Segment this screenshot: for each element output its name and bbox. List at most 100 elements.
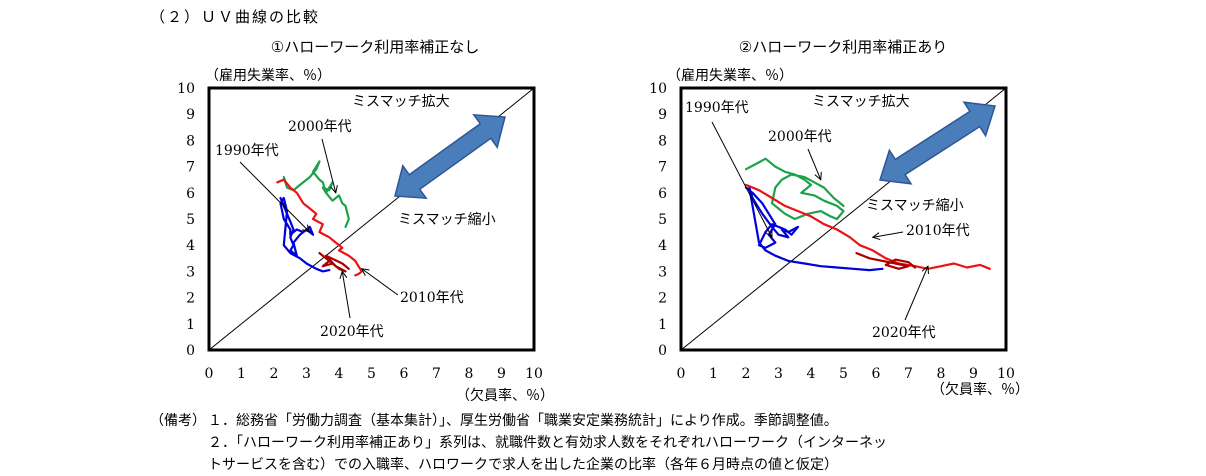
y-tick-label: 9: [186, 107, 195, 123]
plot-frame: [679, 86, 1008, 352]
y-tick-label: 6: [186, 186, 195, 202]
y-axis-label: （雇用失業率、％）: [205, 67, 331, 84]
series-line-2010s: [744, 183, 991, 270]
y-tick-label: 1: [186, 317, 195, 333]
y-tick-label: 0: [658, 343, 667, 359]
x-tick-label: 8: [465, 366, 474, 382]
leader-line-2020s: [904, 265, 929, 321]
y-tick-label: 4: [658, 238, 667, 254]
decade-label-2010s: 2010年代: [400, 290, 464, 306]
note-item-3: トサービスを含む）での入職率、ハロワークで求人を出した企業の比率（各年６月時点の…: [208, 457, 838, 473]
chart-title: ①ハローワーク利用率補正なし: [271, 38, 479, 56]
leader-line-1990s: [239, 161, 311, 233]
x-axis-label: （欠員率、％）: [456, 387, 554, 404]
y-tick-label: 8: [186, 133, 195, 149]
y-tick-label: 7: [186, 160, 195, 176]
page: （２）ＵＶ曲線の比較 ①ハローワーク利用率補正なし （雇用失業率、％） （欠員率、％…: [150, 8, 1029, 473]
x-tick-label: 4: [335, 366, 344, 382]
leader-line-2010s: [361, 268, 399, 296]
label-mismatch-widen: ミスマッチ拡大: [352, 94, 450, 110]
leader-arrowhead-2000s: [330, 185, 338, 194]
x-tick-label: 0: [205, 366, 214, 382]
y-tick-label: 3: [658, 264, 667, 280]
x-tick-label: 9: [497, 366, 506, 382]
series-line-2020s: [855, 252, 917, 270]
y-tick-label: 2: [186, 291, 195, 307]
series-line-1990s: [279, 196, 331, 273]
decade-label-1990s: 1990年代: [685, 100, 749, 116]
decade-label-1990s: 1990年代: [215, 143, 279, 159]
leader-arrowhead-2010s: [360, 268, 370, 276]
x-tick-label: 2: [270, 366, 279, 382]
x-tick-label: 5: [367, 366, 376, 382]
y-tick-label: 5: [186, 212, 195, 228]
x-tick-label: 4: [807, 366, 816, 382]
decade-label-2010s: 2010年代: [906, 223, 970, 239]
label-mismatch-shrink: ミスマッチ縮小: [398, 212, 496, 228]
x-tick-label: 0: [677, 366, 686, 382]
mismatch-arrow: [879, 101, 996, 185]
leader-arrowhead-2010s: [871, 232, 881, 241]
chart-title: ②ハローワーク利用率補正あり: [739, 38, 947, 56]
x-tick-label: 6: [400, 366, 409, 382]
leader-line-2020s: [341, 271, 351, 319]
charts-canvas: ①ハローワーク利用率補正なし （雇用失業率、％） （欠員率、％） 0 1 2 3 4 5 6 7 8 9…: [177, 38, 1029, 404]
leader-line-2000s: [807, 148, 822, 180]
note-line-1: （備考） １．総務省「労働力調査（基本集計）」、厚生労働省「職業安定業務統計」によ…: [150, 410, 1190, 432]
note-item-1: １．総務省「労働力調査（基本集計）」、厚生労働省「職業安定業務統計」により作成。…: [208, 413, 838, 429]
uv-chart-2: ②ハローワーク利用率補正あり （雇用失業率、％） （欠員率、％） 0 1 2 3 4 5 6 7 8 9…: [649, 38, 1029, 398]
label-mismatch-shrink: ミスマッチ縮小: [866, 198, 964, 214]
y-tick-label: 0: [186, 343, 195, 359]
y-tick-label: 7: [658, 160, 667, 176]
y-tick-label: 3: [186, 264, 195, 280]
leader-arrowhead-2000s: [814, 171, 822, 181]
plot-frame: [207, 86, 536, 352]
y-tick-label: 8: [658, 133, 667, 149]
leader-arrowhead-1990s: [765, 229, 773, 239]
leader-line-1990s: [711, 121, 773, 238]
x-tick-label: 6: [872, 366, 881, 382]
x-tick-label: 1: [709, 366, 718, 382]
leader-arrowhead-2020s: [339, 270, 348, 280]
y-axis-label: （雇用失業率、％）: [667, 67, 793, 84]
y-tick-label: 9: [658, 107, 667, 123]
x-axis-label: （欠員率、％）: [931, 381, 1029, 398]
section-title: （２）ＵＶ曲線の比較: [150, 8, 321, 26]
notes-head: （備考）: [150, 413, 206, 429]
x-tick-label: 7: [904, 366, 913, 382]
y-tick-label: 2: [658, 291, 667, 307]
label-mismatch-widen: ミスマッチ拡大: [812, 94, 910, 110]
series-line-1990s: [744, 186, 884, 272]
leader-arrowhead-1990s: [302, 224, 311, 233]
x-tick-label: 9: [969, 366, 978, 382]
y-tick-label: 6: [658, 186, 667, 202]
decade-label-2020s: 2020年代: [320, 324, 384, 340]
note-line-2: ２．「ハローワーク利用率補正あり」系列は、就職件数と有効求人数をそれぞれハローワ…: [150, 432, 1190, 454]
uv-chart-1: ①ハローワーク利用率補正なし （雇用失業率、％） （欠員率、％） 0 1 2 3 4 5 6 7 8 9…: [177, 38, 554, 404]
x-tick-label: 5: [839, 366, 848, 382]
mismatch-arrow: [394, 113, 506, 200]
x-tick-label: 7: [432, 366, 441, 382]
notes: （備考） １．総務省「労働力調査（基本集計）」、厚生労働省「職業安定業務統計」によ…: [150, 410, 1190, 476]
y-tick-label: 10: [177, 81, 195, 97]
y-tick-label: 4: [186, 238, 195, 254]
series-line-2010s: [276, 178, 363, 277]
series-line-2000s: [282, 160, 350, 228]
leader-line-2010s: [872, 231, 904, 238]
note-item-2: ２．「ハローワーク利用率補正あり」系列は、就職件数と有効求人数をそれぞれハローワ…: [208, 435, 887, 451]
series-line-2000s: [744, 157, 845, 221]
x-tick-label: 3: [302, 366, 311, 382]
x-tick-label: 1: [237, 366, 246, 382]
leader-line-2000s: [321, 138, 337, 193]
y-tick-label: 10: [649, 81, 667, 97]
series-line-2020s: [318, 252, 350, 273]
x-tick-label: 3: [774, 366, 783, 382]
x-tick-label: 10: [525, 366, 543, 382]
x-tick-label: 8: [937, 366, 946, 382]
decade-label-2000s: 2000年代: [288, 119, 352, 135]
y-tick-label: 5: [658, 212, 667, 228]
decade-label-2020s: 2020年代: [872, 325, 936, 341]
x-tick-label: 10: [997, 366, 1015, 382]
note-line-3: トサービスを含む）での入職率、ハロワークで求人を出した企業の比率（各年６月時点の…: [150, 454, 1190, 476]
leader-arrowhead-2020s: [921, 265, 929, 275]
